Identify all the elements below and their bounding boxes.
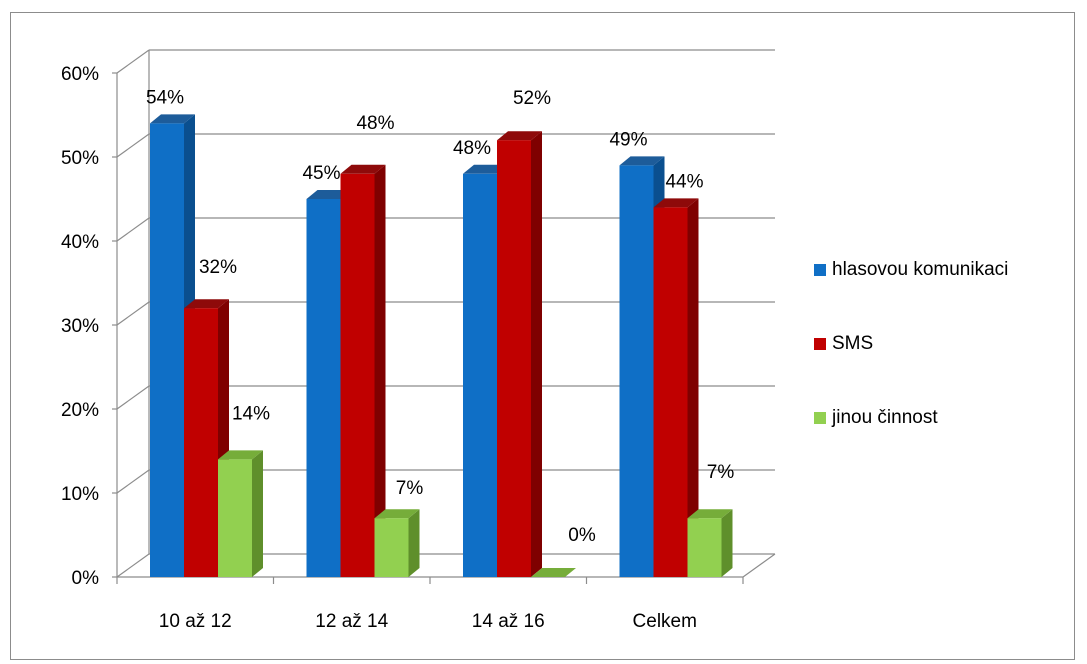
bar-hlasovou-komunikaci-2	[463, 174, 497, 577]
bar-jinou-činnost-0	[218, 459, 252, 577]
x-tick-label: Celkem	[633, 611, 697, 632]
bar-jinou-činnost-1	[375, 518, 409, 577]
gridline-depth	[117, 386, 149, 409]
legend-swatch-blue	[814, 264, 826, 276]
x-tick-label: 12 až 14	[315, 611, 388, 632]
legend-label: SMS	[832, 333, 873, 355]
legend-item-hlasovou-komunikaci: hlasovou komunikaci	[814, 258, 1008, 282]
gridline-depth	[117, 50, 149, 73]
data-label: 7%	[396, 478, 424, 499]
y-tick-label: 50%	[61, 148, 99, 169]
bar-sms-3	[654, 207, 688, 577]
y-tick-label: 40%	[61, 232, 99, 253]
data-label: 44%	[665, 171, 703, 192]
y-tick-label: 60%	[61, 64, 99, 85]
bar-sms-1	[341, 174, 375, 577]
gridline-depth	[117, 218, 149, 241]
bar-jinou-činnost-0-side	[252, 450, 263, 577]
bar-sms-0	[184, 308, 218, 577]
bar-jinou-činnost-1-side	[409, 509, 420, 577]
legend-label: jinou činnost	[832, 407, 938, 429]
bar-hlasovou-komunikaci-1	[307, 199, 341, 577]
gridline-depth	[117, 134, 149, 157]
bar-sms-2-side	[531, 131, 542, 577]
data-label: 45%	[302, 163, 340, 184]
gridline-depth	[117, 554, 149, 577]
data-label: 7%	[707, 462, 735, 483]
y-tick-label: 20%	[61, 400, 99, 421]
data-label: 32%	[199, 257, 237, 278]
data-label: 48%	[453, 138, 491, 159]
x-tick-label: 10 až 12	[159, 611, 232, 632]
data-label: 48%	[356, 113, 394, 134]
bar-jinou-činnost-3	[688, 518, 722, 577]
x-tick-label: 14 až 16	[472, 611, 545, 632]
legend-swatch-red	[814, 338, 826, 350]
legend-item-jinou-cinnost: jinou činnost	[814, 406, 1008, 430]
legend-swatch-green	[814, 412, 826, 424]
bar-sms-2	[497, 140, 531, 577]
bar-hlasovou-komunikaci-0	[150, 123, 184, 577]
data-label: 52%	[513, 88, 551, 109]
bar-hlasovou-komunikaci-3	[620, 165, 654, 577]
data-label: 49%	[609, 129, 647, 150]
y-tick-label: 0%	[72, 568, 100, 589]
gridline-depth	[117, 470, 149, 493]
gridline-depth	[117, 302, 149, 325]
legend: hlasovou komunikaci SMS jinou činnost	[814, 258, 1008, 480]
data-label: 0%	[568, 525, 596, 546]
y-tick-label: 10%	[61, 484, 99, 505]
legend-label: hlasovou komunikaci	[832, 259, 1008, 281]
data-label: 54%	[146, 87, 184, 108]
bar-jinou-činnost-3-side	[722, 509, 733, 577]
data-label: 14%	[232, 403, 270, 424]
legend-item-sms: SMS	[814, 332, 1008, 356]
y-tick-label: 30%	[61, 316, 99, 337]
